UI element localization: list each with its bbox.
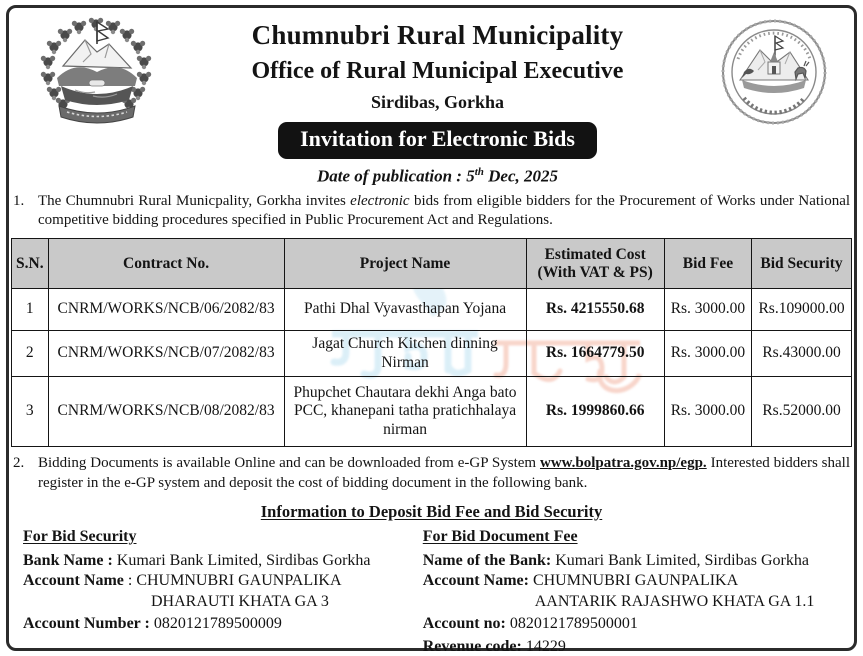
cell-security: Rs.43000.00 [751,330,852,378]
bid-document-fee-block: For Bid Document Fee Name of the Bank: K… [411,528,848,656]
cell-security: Rs.52000.00 [751,376,852,448]
table-header-row: S.N. Contract No. Project Name Estimated… [11,238,852,290]
cell-contract: CNRM/WORKS/NCB/07/2082/83 [47,330,285,378]
paragraph-1-text: The Chumnubri Rural Municpality, Gorkha … [38,192,851,229]
col-header-project: Project Name [283,238,527,290]
deposit-info-heading: Information to Deposit Bid Fee and Bid S… [260,501,603,521]
egp-system-link[interactable]: www.bolpatra.gov.np/egp. [539,455,707,472]
cell-project: Phupchet Chautara dekhi Anga bato PCC, k… [283,376,527,448]
account-name-line: Account Name : CHUMNUBRI GAUNPALIKA [23,572,342,590]
table-row: 3 CNRM/WORKS/NCB/08/2082/83 Phupchet Cha… [11,376,852,448]
cell-security: Rs.109000.00 [751,288,852,332]
cell-sn: 1 [11,288,49,332]
office-subtitle: Office of Rural Municipal Executive [251,58,624,84]
location-line: Sirdibas, Gorkha [370,92,505,112]
cell-fee: Rs. 3000.00 [663,376,753,448]
bid-table: S.N. Contract No. Project Name Estimated… [11,238,852,448]
revenue-code-line: Revenue code: 14229 [422,637,566,655]
bid-document-fee-title: For Bid Document Fee [422,527,578,545]
col-header-contract: Contract No. [47,238,285,290]
cell-sn: 2 [11,330,49,378]
paragraph-2: 2. Bidding Documents is available Online… [9,454,854,494]
paragraph-2-text: Bidding Documents is available Online an… [38,455,851,492]
cell-sn: 3 [11,376,49,448]
paragraph-1: 1. The Chumnubri Rural Municpality, Gork… [9,192,854,232]
cell-project: Jagat Church Kitchen dinning Nirman [283,330,527,378]
account-name-line2: DHARAUTI KHATA GA 3 [151,592,329,610]
account-no-line: Account no: 0820121789500001 [422,615,638,633]
bid-security-block: For Bid Security Bank Name : Kumari Bank… [23,528,411,656]
cell-project: Pathi Dhal Vyavasthapan Yojana [283,288,527,332]
nepal-coat-of-arms-logo [40,17,152,124]
bank-name-line: Bank Name : Kumari Bank Limited, Sirdiba… [23,551,371,569]
col-header-cost: Estimated Cost (With VAT & PS) [525,238,665,290]
cell-fee: Rs. 3000.00 [663,288,753,332]
deposit-columns: For Bid Security Bank Name : Kumari Bank… [9,528,854,656]
cell-cost: Rs. 1999860.66 [525,376,665,448]
cell-contract: CNRM/WORKS/NCB/06/2082/83 [47,288,285,332]
cell-cost: Rs. 4215550.68 [525,288,665,332]
page-title: Chumnubri Rural Municipality [251,20,624,50]
table-row: 1 CNRM/WORKS/NCB/06/2082/83 Pathi Dhal V… [11,288,852,332]
account-name-line: Account Name: CHUMNUBRI GAUNPALIKA [422,572,739,590]
col-header-sn: S.N. [11,238,49,290]
cell-contract: CNRM/WORKS/NCB/08/2082/83 [47,376,285,448]
invitation-banner: Invitation for Electronic Bids [278,122,597,159]
cell-cost: Rs. 1664779.50 [525,330,665,378]
letterhead: Chumnubri Rural Municipality Office of R… [9,8,854,187]
cell-fee: Rs. 3000.00 [663,330,753,378]
bid-security-title: For Bid Security [23,527,137,545]
publication-date: Date of publication : 5th Dec, 2025 [316,166,559,186]
col-header-fee: Bid Fee [663,238,753,290]
account-number-line: Account Number : 0820121789500009 [23,615,282,633]
paragraph-2-number: 2. [13,455,25,472]
bank-name-line: Name of the Bank: Kumari Bank Limited, S… [422,551,809,569]
table-row: 2 CNRM/WORKS/NCB/07/2082/83 Jagat Church… [11,330,852,378]
account-name-line2: AANTARIK RAJASHWO KHATA GA 1.1 [534,592,815,610]
municipality-seal-logo [721,19,827,125]
paragraph-1-number: 1. [13,192,25,209]
col-header-security: Bid Security [751,238,852,290]
